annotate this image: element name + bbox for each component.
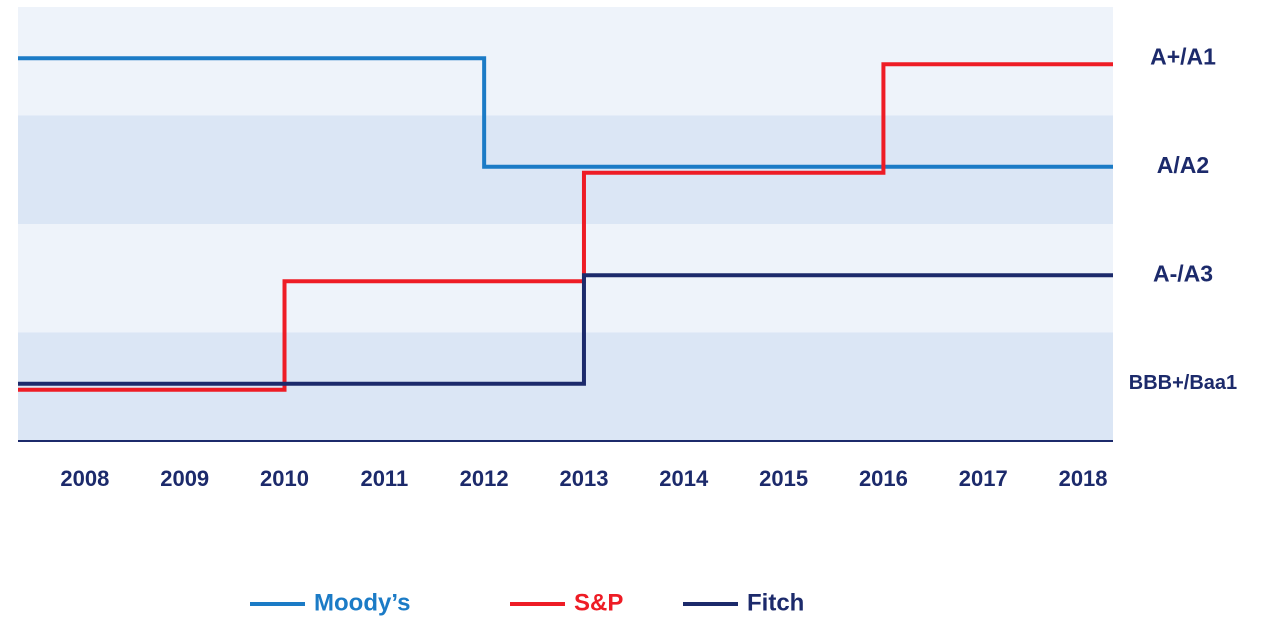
x-tick-label: 2008: [60, 466, 109, 491]
band: [18, 332, 1113, 441]
x-tick-label: 2013: [559, 466, 608, 491]
x-tick-label: 2016: [859, 466, 908, 491]
x-tick-label: 2015: [759, 466, 808, 491]
band: [18, 115, 1113, 224]
x-tick-label: 2012: [460, 466, 509, 491]
band: [18, 7, 1113, 116]
y-tick-label: A+/A1: [1150, 43, 1216, 69]
x-tick-label: 2018: [1059, 466, 1108, 491]
x-tick-label: 2009: [160, 466, 209, 491]
x-tick-label: 2017: [959, 466, 1008, 491]
y-tick-label: A-/A3: [1153, 260, 1213, 286]
y-tick-label: BBB+/Baa1: [1129, 372, 1237, 394]
series-line: [18, 62, 1113, 392]
band: [18, 224, 1113, 333]
x-tick-label: 2010: [260, 466, 309, 491]
x-tick-label: 2011: [360, 466, 408, 491]
y-tick-label: A/A2: [1157, 152, 1209, 178]
series-line: [18, 273, 1113, 386]
legend-label: Moody’s: [314, 589, 410, 616]
x-tick-label: 2014: [659, 466, 709, 491]
series-line: [18, 56, 1113, 169]
legend-label: S&P: [574, 589, 623, 616]
legend-label: Fitch: [747, 589, 804, 616]
